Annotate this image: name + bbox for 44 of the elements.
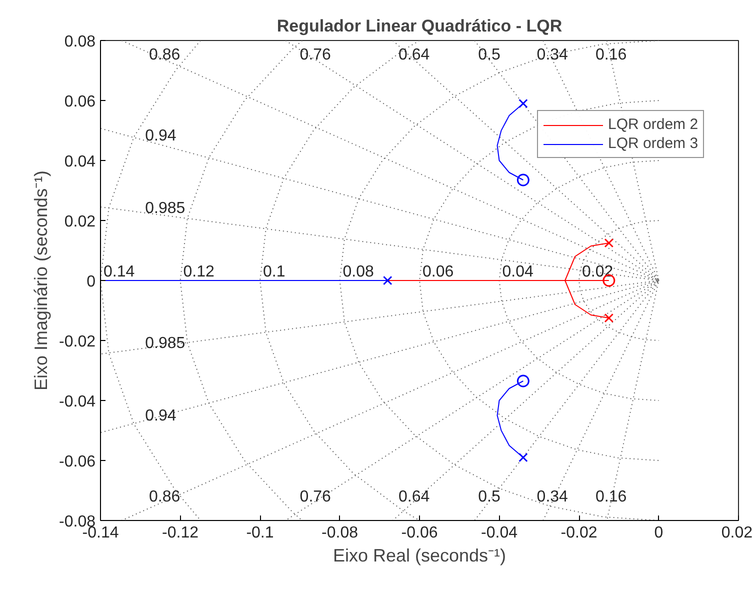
series-label: 0.94: [145, 407, 176, 424]
series-label: 0.76: [300, 488, 332, 506]
y-tick-label: -0.06: [59, 454, 96, 470]
series-label: 0.985: [145, 335, 186, 352]
series-label: 0.64: [398, 488, 430, 506]
x-tick-label: 0.02: [721, 524, 752, 542]
y-tick-label: 0: [86, 274, 96, 290]
text: 0.94: [145, 128, 176, 145]
chart-title: Regulador Linear Quadrático - LQR: [276, 16, 562, 36]
text: 0.86: [149, 488, 180, 506]
series-label: 0.06: [422, 264, 454, 280]
x-tick-label: -0.06: [401, 524, 438, 542]
series-label: 0.1: [263, 264, 286, 280]
x-tick-label: -0.12: [162, 524, 199, 542]
x-tick-label: 0: [654, 524, 664, 542]
x-tick-label: -0.08: [322, 524, 358, 542]
text: 0.34: [536, 46, 568, 64]
series-label: 0.34: [536, 488, 568, 506]
series-label: 0.86: [149, 46, 180, 64]
y-tick-label: -0.02: [59, 334, 96, 350]
text: 0.985: [145, 200, 186, 217]
x-tick-label: -0.04: [481, 524, 518, 542]
legend-label: LQR ordem 2: [608, 116, 698, 133]
series-label: 0.5: [478, 46, 500, 64]
y-tick-label: 0.02: [64, 214, 96, 230]
series-label: 0.02: [582, 264, 614, 280]
text: 0.76: [300, 46, 331, 64]
x-axis-title: Eixo Real (seconds⁻¹): [332, 546, 506, 566]
series-label: 0.14: [104, 264, 135, 280]
y-tick-label: 0.04: [64, 154, 96, 170]
y-tick-label: 0.06: [64, 94, 96, 110]
series-label: 0.08: [342, 264, 374, 280]
series-label: 0.04: [502, 264, 534, 280]
y-tick-label: -0.04: [59, 394, 96, 410]
series-label: 0.12: [183, 264, 214, 280]
legend-label: LQR ordem 3: [608, 135, 698, 152]
text: 0.64: [398, 46, 430, 64]
series-label: 0.16: [595, 488, 627, 506]
x-tick-label: -0.02: [560, 524, 598, 542]
x-tick-label: -0.1: [246, 524, 274, 542]
y-axis-title: Eixo Imaginário (seconds⁻¹): [31, 170, 52, 391]
text: 0.5: [478, 488, 500, 506]
y-tick-label: 0.08: [64, 34, 96, 50]
text: 0.16: [595, 46, 627, 64]
